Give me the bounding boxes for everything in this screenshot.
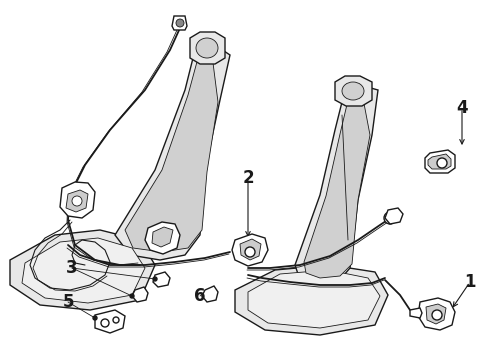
Polygon shape (172, 16, 187, 30)
Text: 3: 3 (66, 259, 78, 277)
Polygon shape (10, 230, 155, 310)
Polygon shape (304, 93, 370, 278)
Polygon shape (95, 310, 125, 333)
Polygon shape (66, 190, 88, 212)
Polygon shape (335, 76, 372, 106)
Circle shape (113, 317, 119, 323)
Polygon shape (152, 227, 173, 247)
Polygon shape (125, 55, 218, 252)
Polygon shape (418, 298, 455, 330)
Polygon shape (145, 222, 180, 254)
Polygon shape (22, 238, 145, 303)
Circle shape (384, 212, 396, 224)
Circle shape (72, 196, 82, 206)
Text: 2: 2 (242, 169, 254, 187)
Polygon shape (132, 287, 148, 302)
Polygon shape (202, 286, 218, 302)
Polygon shape (385, 208, 403, 224)
Polygon shape (248, 270, 380, 328)
Polygon shape (410, 308, 422, 318)
Polygon shape (115, 45, 230, 260)
Circle shape (176, 19, 184, 27)
Polygon shape (425, 150, 455, 173)
Polygon shape (426, 304, 446, 324)
Text: 6: 6 (194, 287, 206, 305)
Circle shape (130, 294, 134, 298)
Polygon shape (153, 272, 170, 287)
Polygon shape (295, 85, 378, 285)
Text: 4: 4 (456, 99, 468, 117)
Circle shape (93, 316, 97, 320)
Circle shape (153, 277, 157, 281)
Polygon shape (428, 154, 451, 169)
Text: 1: 1 (464, 273, 476, 291)
Circle shape (245, 247, 255, 257)
Ellipse shape (196, 38, 218, 58)
Polygon shape (240, 239, 261, 260)
Polygon shape (235, 265, 388, 335)
Circle shape (101, 319, 109, 327)
Circle shape (432, 310, 442, 320)
Polygon shape (190, 32, 225, 64)
Ellipse shape (342, 82, 364, 100)
Polygon shape (60, 182, 95, 218)
Circle shape (437, 158, 447, 168)
Polygon shape (232, 234, 268, 266)
Text: 5: 5 (62, 293, 74, 311)
